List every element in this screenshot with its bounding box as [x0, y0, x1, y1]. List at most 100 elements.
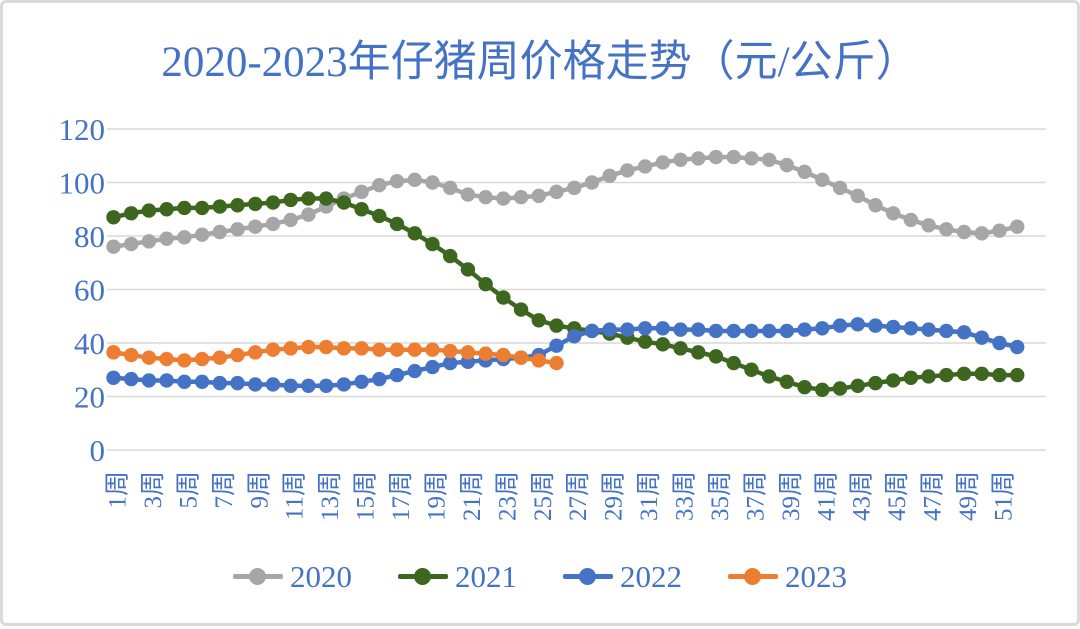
- data-point-2021-week-9: [248, 197, 262, 211]
- legend-label: 2022: [620, 561, 682, 592]
- data-point-2023-week-16: [372, 342, 386, 356]
- data-point-2021-week-46: [904, 371, 918, 385]
- data-point-2021-week-16: [372, 209, 386, 223]
- data-point-2020-week-5: [177, 230, 191, 244]
- data-point-2022-week-14: [337, 377, 351, 391]
- x-tick-label-33周: 33周: [672, 471, 699, 521]
- data-point-2020-week-30: [620, 163, 634, 177]
- data-point-2020-week-35: [709, 150, 723, 164]
- data-point-2021-week-20: [443, 249, 457, 263]
- data-point-2021-week-18: [408, 226, 422, 240]
- data-point-2022-week-37: [744, 324, 758, 338]
- data-point-2021-week-37: [744, 363, 758, 377]
- data-point-2022-week-26: [549, 338, 563, 352]
- data-point-2022-week-13: [319, 379, 333, 393]
- data-point-2020-week-39: [780, 158, 794, 172]
- data-point-2021-week-44: [868, 376, 882, 390]
- data-point-2020-week-44: [868, 198, 882, 212]
- data-point-2021-week-3: [142, 203, 156, 217]
- x-tick-label-39周: 39周: [778, 471, 805, 521]
- data-point-2022-week-42: [833, 318, 847, 332]
- data-point-2020-week-29: [602, 169, 616, 183]
- data-point-2020-week-23: [496, 191, 510, 205]
- data-point-2022-week-49: [957, 325, 971, 339]
- legend-label: 2020: [290, 561, 352, 592]
- x-tick-label-1周: 1周: [105, 471, 132, 509]
- data-point-2022-week-18: [408, 364, 422, 378]
- data-point-2023-week-17: [390, 342, 404, 356]
- data-point-2021-week-41: [815, 383, 829, 397]
- data-point-2020-week-18: [408, 173, 422, 187]
- data-point-2021-week-25: [532, 313, 546, 327]
- data-point-2022-week-51: [992, 336, 1006, 350]
- data-point-2023-week-8: [230, 348, 244, 362]
- data-point-2021-week-52: [1010, 368, 1024, 382]
- x-tick-label-35周: 35周: [707, 471, 734, 521]
- data-point-2021-week-32: [656, 337, 670, 351]
- x-tick-label-23周: 23周: [494, 471, 521, 521]
- data-point-2020-week-6: [195, 227, 209, 241]
- data-point-2020-week-19: [425, 175, 439, 189]
- data-point-2022-week-36: [727, 324, 741, 338]
- data-point-2020-week-27: [567, 181, 581, 195]
- data-point-2022-week-27: [567, 329, 581, 343]
- data-point-2021-week-49: [957, 367, 971, 381]
- legend-marker-icon: [233, 568, 283, 586]
- data-point-2020-week-33: [673, 153, 687, 167]
- y-tick-label-20: 20: [74, 380, 105, 415]
- data-point-2021-week-4: [159, 202, 173, 216]
- y-tick-label-40: 40: [74, 326, 105, 361]
- x-tick-label-15周: 15周: [353, 471, 380, 521]
- data-point-2023-week-12: [301, 340, 315, 354]
- x-tick-label-17周: 17周: [388, 471, 415, 521]
- data-point-2023-week-1: [106, 345, 120, 359]
- data-point-2023-week-20: [443, 344, 457, 358]
- data-point-2023-week-6: [195, 352, 209, 366]
- data-point-2021-week-50: [975, 367, 989, 381]
- data-point-2021-week-47: [921, 369, 935, 383]
- data-point-2022-week-1: [106, 371, 120, 385]
- data-point-2020-week-21: [461, 187, 475, 201]
- data-point-2022-week-29: [602, 322, 616, 336]
- data-point-2022-week-8: [230, 376, 244, 390]
- data-point-2021-week-14: [337, 195, 351, 209]
- data-point-2023-week-19: [425, 342, 439, 356]
- data-point-2021-week-10: [266, 195, 280, 209]
- data-point-2020-week-47: [921, 218, 935, 232]
- data-point-2022-week-52: [1010, 340, 1024, 354]
- data-point-2020-week-34: [691, 151, 705, 165]
- data-point-2020-week-42: [833, 181, 847, 195]
- data-point-2022-week-30: [620, 322, 634, 336]
- data-point-2020-week-20: [443, 181, 457, 195]
- data-point-2022-week-4: [159, 373, 173, 387]
- data-point-2021-week-26: [549, 318, 563, 332]
- data-point-2023-week-24: [514, 351, 528, 365]
- x-tick-label-19周: 19周: [423, 471, 450, 521]
- data-point-2023-week-26: [549, 356, 563, 370]
- data-point-2020-week-3: [142, 234, 156, 248]
- x-tick-label-7周: 7周: [211, 471, 238, 509]
- data-point-2020-week-9: [248, 219, 262, 233]
- data-point-2020-week-36: [727, 150, 741, 164]
- data-point-2023-week-22: [478, 347, 492, 361]
- data-point-2020-week-38: [762, 153, 776, 167]
- data-point-2022-week-50: [975, 330, 989, 344]
- x-tick-label-49周: 49周: [955, 471, 982, 521]
- data-point-2021-week-19: [425, 237, 439, 251]
- legend-marker-icon: [563, 568, 613, 586]
- data-point-2023-week-11: [284, 341, 298, 355]
- y-tick-label-80: 80: [74, 219, 105, 254]
- x-tick-label-9周: 9周: [246, 471, 273, 509]
- data-point-2021-week-42: [833, 381, 847, 395]
- data-point-2022-week-43: [851, 317, 865, 331]
- data-point-2021-week-2: [124, 206, 138, 220]
- data-point-2022-week-3: [142, 373, 156, 387]
- data-point-2021-week-31: [638, 334, 652, 348]
- x-tick-label-29周: 29周: [601, 471, 628, 521]
- data-point-2021-week-13: [319, 191, 333, 205]
- data-point-2022-week-35: [709, 324, 723, 338]
- legend-marker-icon: [398, 568, 448, 586]
- data-point-2021-week-24: [514, 302, 528, 316]
